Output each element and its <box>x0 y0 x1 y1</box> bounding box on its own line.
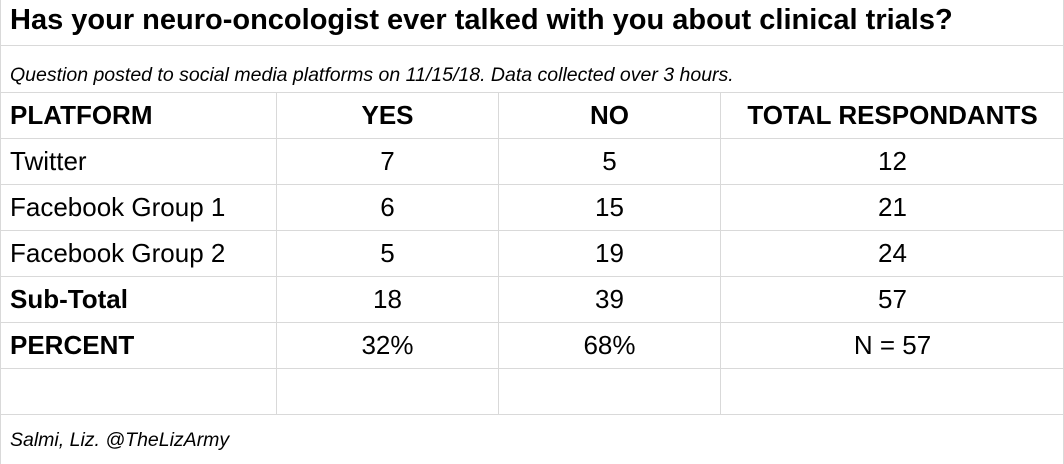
empty-cell <box>0 369 277 414</box>
empty-cell <box>499 369 721 414</box>
table-subtitle: Question posted to social media platform… <box>10 64 734 86</box>
title-row: Has your neuro-oncologist ever talked wi… <box>0 0 1064 46</box>
no-cell: 39 <box>499 277 721 322</box>
yes-cell: 5 <box>277 231 499 276</box>
platform-cell: Twitter <box>0 139 277 184</box>
empty-cell <box>721 369 1064 414</box>
source-credit: Salmi, Liz. @TheLizArmy <box>10 429 230 451</box>
percent-row: PERCENT 32% 68% N = 57 <box>0 323 1064 369</box>
empty-cell <box>277 369 499 414</box>
subtitle-row: Question posted to social media platform… <box>0 46 1064 93</box>
platform-cell: Facebook Group 2 <box>0 231 277 276</box>
table-title: Has your neuro-oncologist ever talked wi… <box>10 4 953 36</box>
yes-cell: 7 <box>277 139 499 184</box>
no-cell: 5 <box>499 139 721 184</box>
header-platform: PLATFORM <box>0 93 277 138</box>
yes-cell: 6 <box>277 185 499 230</box>
header-yes: YES <box>277 93 499 138</box>
left-border <box>0 0 1 464</box>
table-row: Twitter 7 5 12 <box>0 139 1064 185</box>
header-row: PLATFORM YES NO TOTAL RESPONDANTS <box>0 93 1064 139</box>
credit-row: Salmi, Liz. @TheLizArmy <box>0 415 1064 464</box>
empty-row <box>0 369 1064 415</box>
subtotal-label: Sub-Total <box>0 277 277 322</box>
total-cell: 24 <box>878 238 907 268</box>
no-cell: 19 <box>499 231 721 276</box>
header-total: TOTAL RESPONDANTS <box>747 100 1038 130</box>
sample-size-cell: N = 57 <box>853 330 932 360</box>
yes-percent-cell: 32% <box>277 323 499 368</box>
yes-cell: 18 <box>277 277 499 322</box>
table-row: Facebook Group 1 6 15 21 <box>0 185 1064 231</box>
no-percent-cell: 68% <box>499 323 721 368</box>
no-cell: 15 <box>499 185 721 230</box>
platform-cell: Facebook Group 1 <box>0 185 277 230</box>
table-row: Facebook Group 2 5 19 24 <box>0 231 1064 277</box>
subtotal-row: Sub-Total 18 39 57 <box>0 277 1064 323</box>
header-no: NO <box>499 93 721 138</box>
total-cell: 12 <box>878 146 907 176</box>
percent-label: PERCENT <box>0 323 277 368</box>
total-cell: 21 <box>878 192 907 222</box>
total-cell: 57 <box>878 284 907 314</box>
